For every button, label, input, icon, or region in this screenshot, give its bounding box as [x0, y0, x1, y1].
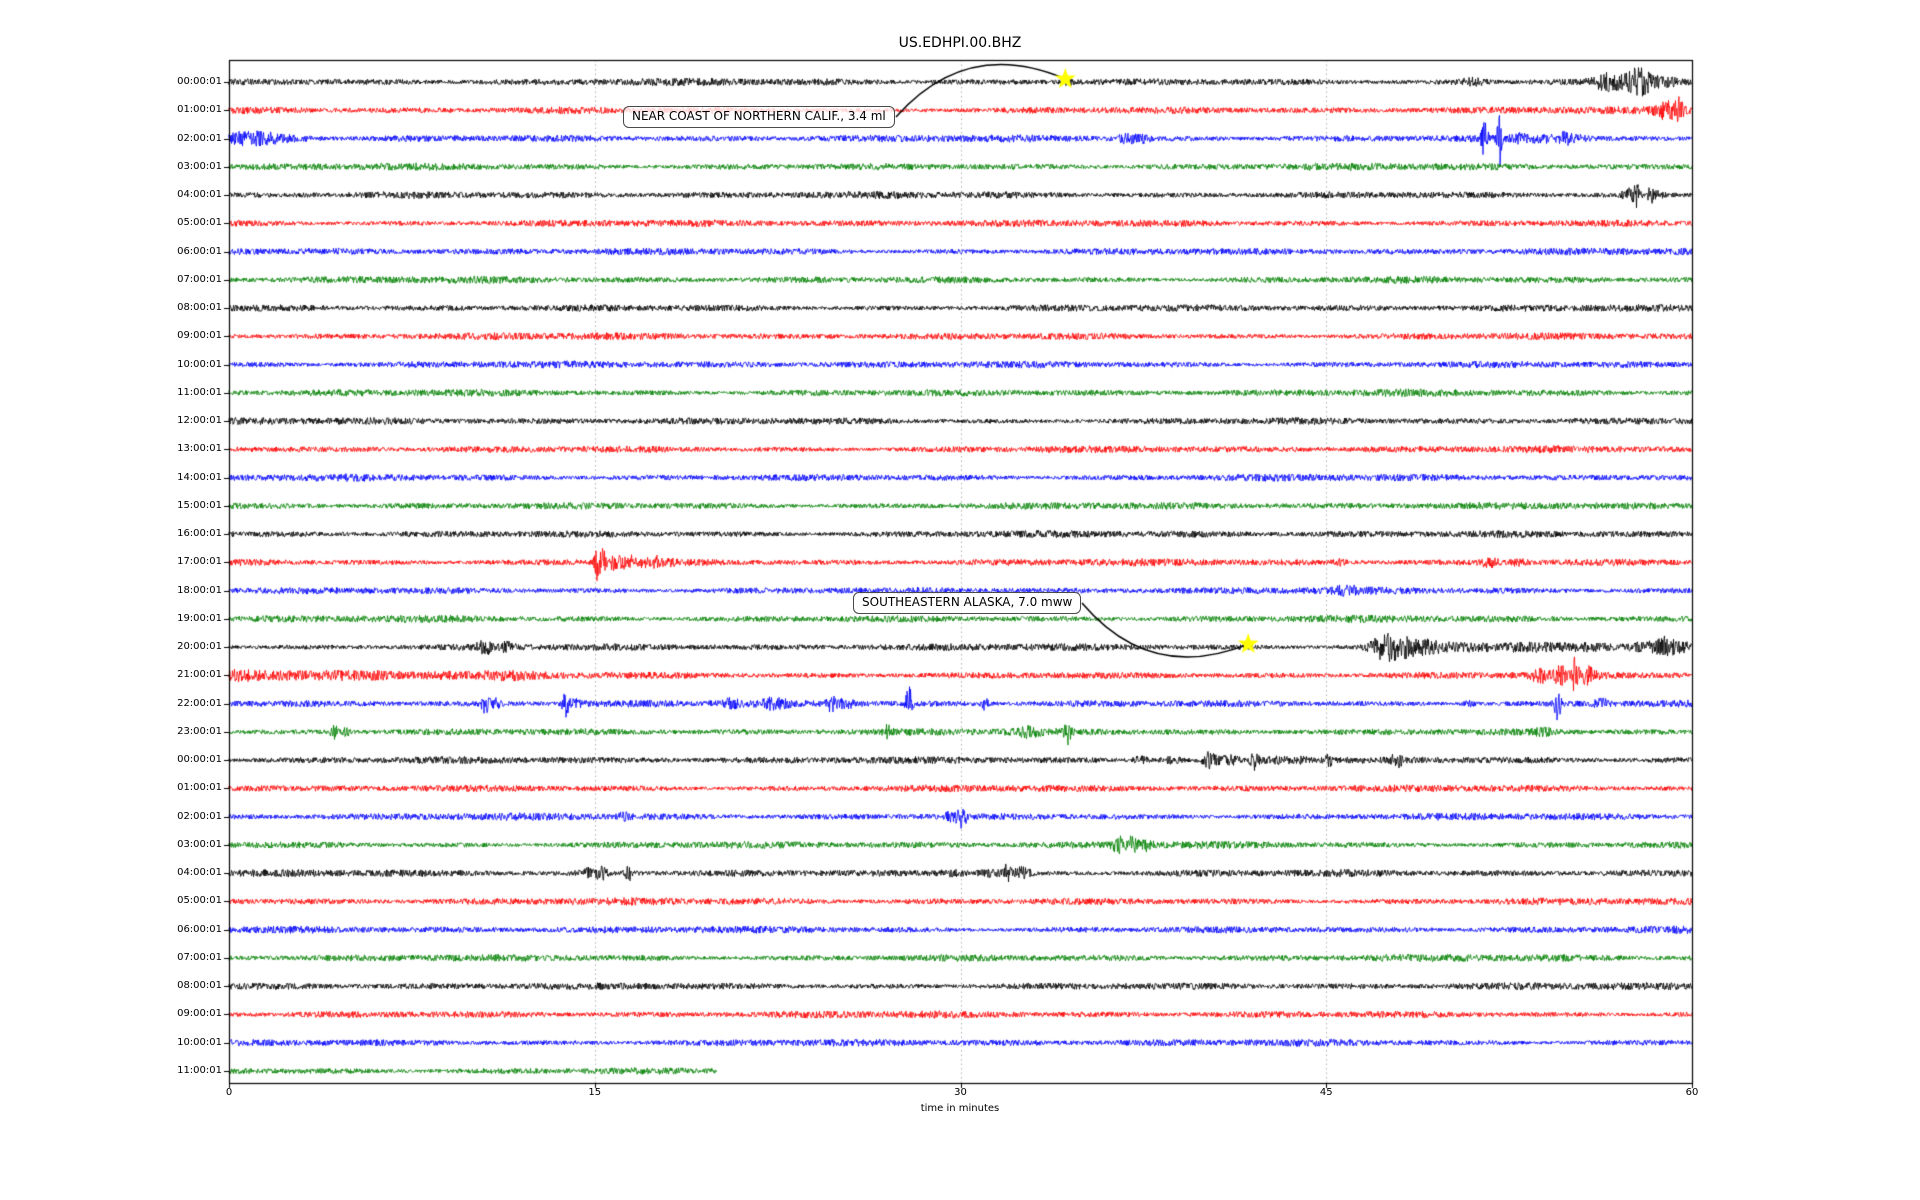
y-axis-tick-label: 04:00:01 — [177, 867, 222, 879]
y-axis-tick-label: 11:00:01 — [177, 1065, 222, 1076]
y-axis-tick-label: 16:00:01 — [177, 528, 222, 540]
y-axis-tick-label: 06:00:01 — [177, 923, 222, 935]
y-axis-tick-label: 14:00:01 — [177, 471, 222, 483]
y-axis-tick-label: 05:00:01 — [177, 895, 222, 907]
y-axis-tick-label: 01:00:01 — [177, 782, 222, 794]
y-axis-tick-label: 02:00:01 — [177, 132, 222, 144]
chart-title: US.EDHPI.00.BHZ — [898, 35, 1022, 51]
y-axis-tick-label: 12:00:01 — [177, 415, 222, 427]
y-axis-tick-label: 07:00:01 — [177, 951, 222, 963]
y-axis-tick-label: 08:00:01 — [177, 980, 222, 992]
y-axis-tick-label: 15:00:01 — [177, 499, 222, 511]
y-axis-tick-label: 00:00:01 — [177, 754, 222, 766]
x-axis-tick-label: 45 — [1319, 1087, 1333, 1098]
y-axis-tick-label: 10:00:01 — [177, 358, 222, 370]
y-axis-tick-label: 13:00:01 — [177, 443, 222, 455]
y-axis-tick-label: 20:00:01 — [177, 641, 222, 653]
y-axis-tick-label: 06:00:01 — [177, 245, 222, 257]
y-axis-tick-label: 19:00:01 — [177, 612, 222, 624]
event-annotation-northern-calif: NEAR COAST OF NORTHERN CALIF., 3.4 ml — [623, 106, 895, 128]
event-annotation-southeastern-alaska: SOUTHEASTERN ALASKA, 7.0 mww — [853, 592, 1082, 614]
y-axis-tick-label: 04:00:01 — [177, 189, 222, 201]
y-axis-tick-label: 11:00:01 — [177, 386, 222, 398]
y-axis-tick-label: 18:00:01 — [177, 584, 222, 596]
y-axis-tick-label: 10:00:01 — [177, 1036, 222, 1048]
x-axis-tick-label: 15 — [588, 1087, 602, 1098]
x-axis-tick-label: 0 — [225, 1087, 233, 1098]
y-axis-tick-label: 21:00:01 — [177, 669, 222, 681]
y-axis-tick-label: 01:00:01 — [177, 104, 222, 116]
y-axis-tick-label: 09:00:01 — [177, 330, 222, 342]
y-axis-tick-label: 03:00:01 — [177, 838, 222, 850]
y-axis-tick-label: 05:00:01 — [177, 217, 222, 229]
y-axis-tick-label: 03:00:01 — [177, 160, 222, 172]
x-axis-tick-label: 60 — [1685, 1087, 1699, 1098]
y-axis-tick-label: 17:00:01 — [177, 556, 222, 568]
y-axis-tick-label: 08:00:01 — [177, 302, 222, 314]
x-axis-title: time in minutes — [920, 1103, 1000, 1114]
y-axis-tick-label: 07:00:01 — [177, 273, 222, 285]
y-axis-tick-label: 02:00:01 — [177, 810, 222, 822]
y-axis-tick-label: 22:00:01 — [177, 697, 222, 709]
x-axis-tick-label: 30 — [954, 1087, 967, 1098]
y-axis-tick-label: 09:00:01 — [177, 1008, 222, 1020]
y-axis-tick-label: 00:00:01 — [177, 76, 222, 87]
y-axis-tick-label: 23:00:01 — [177, 725, 222, 737]
